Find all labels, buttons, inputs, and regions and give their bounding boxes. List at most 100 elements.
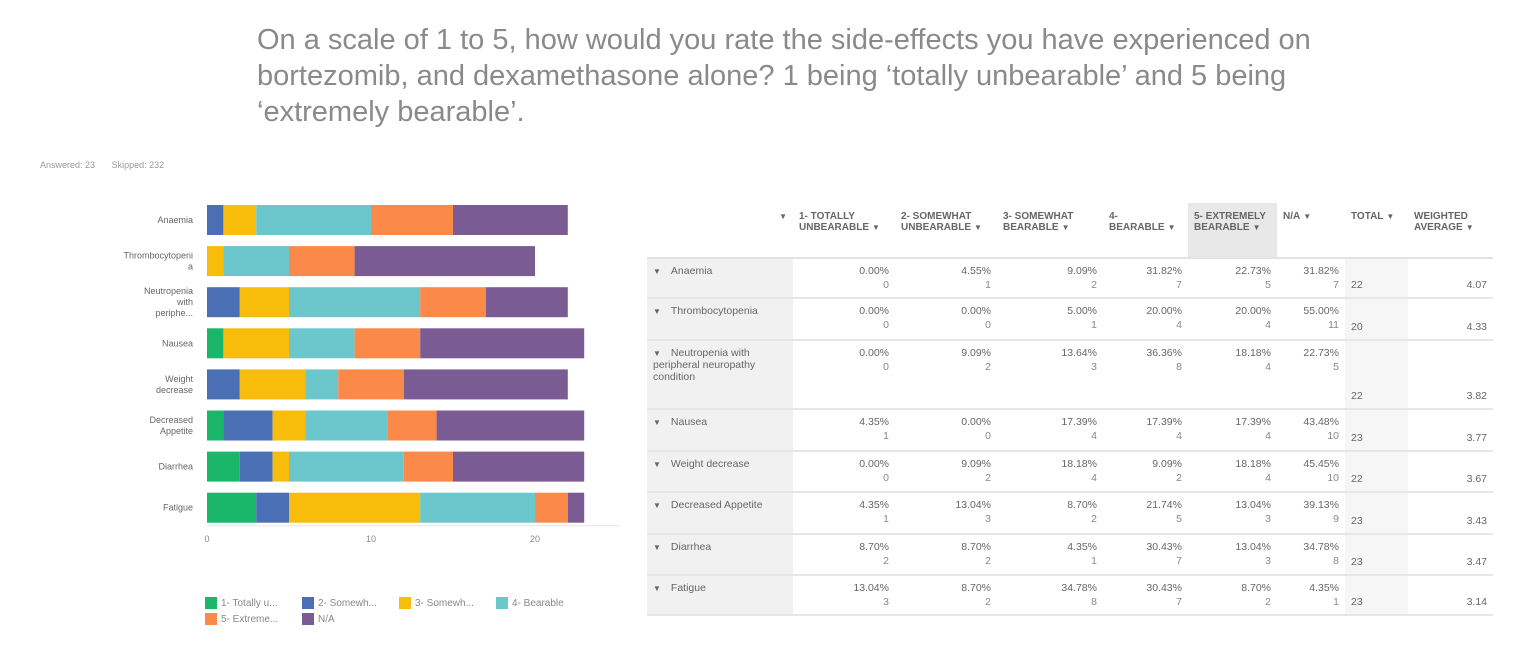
legend-item[interactable]: 2- Somewh...	[302, 596, 399, 610]
row-expand-caret-icon[interactable]: ▼	[653, 460, 661, 469]
column-header[interactable]: 3- SOMEWHAT BEARABLE ▼	[997, 203, 1103, 259]
percent-value: 22.73%	[1235, 265, 1271, 277]
bar-segment	[567, 492, 585, 523]
bar-segment	[223, 328, 289, 359]
bar-segment	[223, 246, 289, 277]
row-expand-caret-icon[interactable]: ▼	[653, 418, 661, 427]
sort-caret-icon[interactable]: ▼	[974, 223, 982, 232]
column-header[interactable]: 2- SOMEWHAT UNBEARABLE ▼	[895, 203, 997, 259]
column-header[interactable]: 4- BEARABLE ▼	[1103, 203, 1188, 259]
count-value: 3	[985, 513, 991, 525]
response-cell: 8.70% 2	[895, 534, 997, 576]
bar-segment	[371, 205, 453, 235]
column-header[interactable]: WEIGHTED AVERAGE ▼	[1408, 203, 1493, 259]
bar-segment	[289, 492, 421, 523]
table-row: ▼ Thrombocytopenia 0.00% 0 0.00% 0 5.00% 1 20.00…	[647, 298, 1493, 341]
sort-caret-icon[interactable]: ▼	[1061, 223, 1070, 232]
category-label: Thrombocytopeni a	[123, 251, 193, 272]
legend-item[interactable]: N/A	[302, 612, 399, 626]
question-title: On a scale of 1 to 5, how would you rate…	[257, 24, 1311, 128]
sort-caret-icon[interactable]: ▼	[872, 223, 880, 232]
legend-item[interactable]: 3- Somewh...	[399, 596, 496, 610]
column-header-label: TOTAL	[1351, 211, 1384, 222]
row-label: ▼ Decreased Appetite	[647, 492, 793, 535]
count-value: 9	[1333, 513, 1339, 525]
response-cell: 9.09% 2	[997, 258, 1103, 299]
column-header[interactable]: N/A ▼	[1277, 203, 1345, 259]
column-header[interactable]: 5- EXTREMELY BEARABLE ▼	[1188, 203, 1277, 259]
row-expand-caret-icon[interactable]: ▼	[653, 501, 661, 510]
bar-segment	[207, 369, 240, 400]
table-row: ▼ Nausea 4.35% 1 0.00% 0 17.39% 4 17.39% 4 17.39% 4…	[647, 409, 1493, 452]
count-value: 4	[1091, 430, 1097, 442]
percent-value: 17.39%	[1146, 416, 1182, 428]
response-cell: 21.74% 5	[1103, 492, 1188, 535]
bar-segment	[354, 246, 535, 277]
column-header[interactable]: 1- TOTALLY UNBEARABLE ▼	[793, 203, 895, 259]
count-value: 8	[1333, 555, 1339, 567]
response-stats: Answered: 23 Skipped: 232	[40, 160, 178, 170]
response-cell: 55.00% 11	[1277, 298, 1345, 341]
percent-value: 4.35%	[1309, 582, 1339, 594]
row-expand-caret-icon[interactable]: ▼	[653, 543, 661, 552]
x-tick-label: 0	[204, 534, 209, 544]
count-value: 3	[1091, 361, 1097, 373]
response-cell: 0.00% 0	[895, 298, 997, 341]
legend-item[interactable]: 1- Totally u...	[205, 596, 302, 610]
response-cell: 18.18% 4	[997, 451, 1103, 493]
table-row: ▼ Decreased Appetite 4.35% 1 13.04% 3 8.70% 2 21…	[647, 492, 1493, 535]
total-value: 23	[1345, 409, 1408, 452]
response-cell: 13.64% 3	[997, 340, 1103, 410]
stacked-bar-chart: Anaemia Thrombocytopeni a Neutropenia with pe…	[123, 205, 620, 544]
column-header-label: N/A	[1283, 211, 1301, 222]
row-label: ▼ Thrombocytopenia	[647, 298, 793, 341]
response-cell: 4.35% 1	[793, 409, 895, 452]
column-header-label: 3- SOMEWHAT BEARABLE	[1003, 211, 1074, 233]
legend-item[interactable]: 5- Extreme...	[205, 612, 302, 626]
column-header-label: 5- EXTREMELY BEARABLE	[1194, 211, 1266, 233]
bar-segment	[420, 328, 585, 359]
percent-value: 8.70%	[961, 541, 991, 553]
percent-value: 34.78%	[1061, 582, 1097, 594]
percent-value: 4.35%	[859, 499, 889, 511]
response-cell: 34.78% 8	[1277, 534, 1345, 576]
sort-caret-icon[interactable]: ▼	[1167, 223, 1176, 232]
bar-segment	[272, 451, 289, 482]
bar-segment	[420, 287, 486, 318]
count-value: 3	[883, 596, 889, 608]
response-cell: 0.00% 0	[793, 298, 895, 341]
response-cell: 22.73% 5	[1188, 258, 1277, 299]
chart-legend: 1- Totally u... 2- Somewh... 3- Somewh... 4…	[205, 596, 605, 628]
legend-swatch	[205, 613, 217, 625]
bar-segment	[289, 246, 355, 277]
count-value: 2	[985, 555, 991, 567]
legend-item[interactable]: 4- Bearable	[496, 596, 593, 610]
row-label: ▼ Fatigue	[647, 575, 793, 616]
count-value: 2	[1176, 472, 1182, 484]
row-expand-caret-icon[interactable]: ▼	[653, 349, 661, 358]
count-value: 1	[1091, 319, 1097, 331]
row-expand-caret-icon[interactable]: ▼	[653, 267, 661, 276]
weighted-average-value: 3.43	[1408, 492, 1493, 535]
sort-caret-icon[interactable]: ▼	[1465, 223, 1474, 232]
sort-caret-icon[interactable]: ▼	[1303, 212, 1312, 221]
row-expand-caret-icon[interactable]: ▼	[653, 307, 661, 316]
column-header[interactable]: ▼	[647, 203, 793, 259]
sort-caret-icon[interactable]: ▼	[779, 212, 787, 221]
percent-value: 9.09%	[961, 347, 991, 359]
count-value: 7	[1176, 596, 1182, 608]
count-value: 0	[883, 279, 889, 291]
row-expand-caret-icon[interactable]: ▼	[653, 584, 661, 593]
percent-value: 4.35%	[1067, 541, 1097, 553]
percent-value: 17.39%	[1061, 416, 1097, 428]
bar-segment	[420, 492, 535, 523]
sort-caret-icon[interactable]: ▼	[1386, 212, 1395, 221]
column-header[interactable]: TOTAL ▼	[1345, 203, 1408, 259]
response-cell: 13.04% 3	[1188, 492, 1277, 535]
response-cell: 18.18% 4	[1188, 451, 1277, 493]
count-value: 1	[985, 279, 991, 291]
legend-swatch	[302, 613, 314, 625]
row-label-text: Weight decrease	[670, 458, 750, 470]
sort-caret-icon[interactable]: ▼	[1252, 223, 1261, 232]
count-value: 2	[1265, 596, 1271, 608]
